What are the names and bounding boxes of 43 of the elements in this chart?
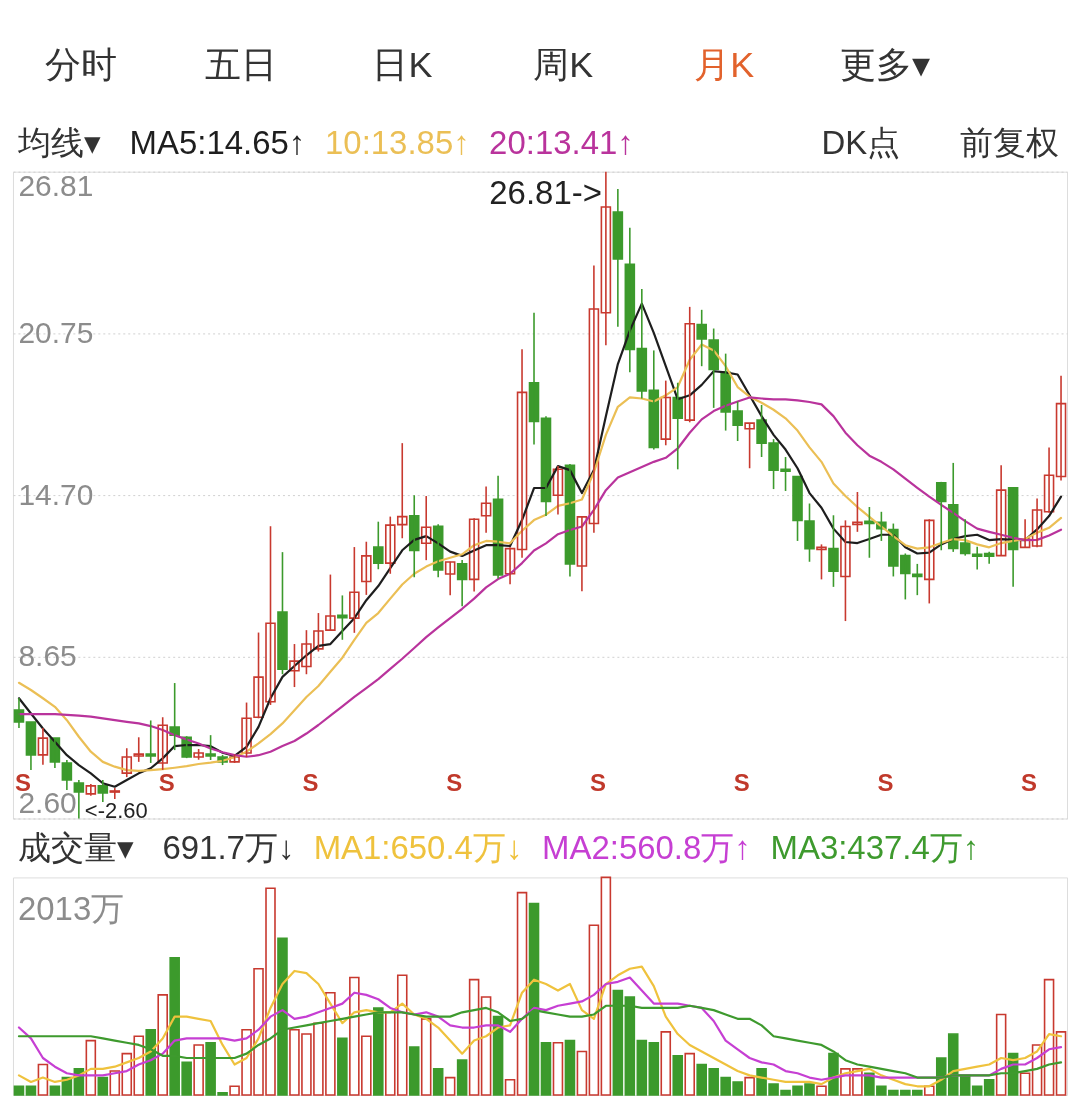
annotation: 26.81->: [489, 173, 602, 211]
category-label: 分时: [44, 43, 117, 85]
y-tick-label: 20.75: [18, 316, 94, 350]
text: DK点: [821, 123, 901, 161]
bar: [49, 1085, 61, 1096]
text: 前复权: [960, 123, 1060, 161]
bar: [25, 1085, 37, 1096]
category-label: 周K: [533, 43, 594, 85]
chart-title: 均线▾: [16, 123, 101, 161]
annotation: <-2.60: [84, 797, 148, 823]
bar: [456, 1059, 468, 1096]
annotation: S: [1021, 768, 1038, 796]
y-tick-label: 26.81: [18, 169, 94, 203]
text: 10:13.85↑: [325, 123, 470, 161]
annotation: S: [446, 768, 463, 796]
annotation: 2013万: [17, 890, 125, 928]
category-label: 月K: [694, 43, 755, 85]
bar: [983, 1078, 995, 1096]
bar: [672, 1055, 684, 1096]
bar: [97, 1076, 109, 1096]
annotation: S: [302, 768, 319, 796]
annotation: S: [158, 768, 175, 796]
y-tick-label: 14.70: [18, 477, 94, 511]
text: MA3:437.4万↑: [770, 829, 980, 867]
y-tick-label: 8.65: [18, 639, 77, 673]
bar: [408, 1046, 420, 1096]
category-label: 日K: [372, 43, 433, 85]
bar: [432, 1068, 444, 1096]
bar: [564, 1039, 576, 1096]
text: 20:13.41↑: [489, 123, 634, 161]
annotation: S: [589, 768, 606, 796]
bar: [13, 1085, 25, 1096]
text: MA2:560.8万↑: [542, 829, 751, 867]
category-label: 五日: [205, 43, 278, 85]
category-label: 更多▾: [840, 43, 931, 85]
bar: [540, 1041, 552, 1096]
bar: [337, 1037, 348, 1096]
annotation: S: [877, 768, 894, 796]
chart-title: 成交量▾: [17, 829, 134, 867]
chart-subtitle: 691.7万↓: [162, 829, 295, 867]
annotation: S: [733, 768, 750, 796]
text: MA5:14.65↑: [129, 123, 306, 161]
text: MA1:650.4万↓: [313, 829, 523, 867]
